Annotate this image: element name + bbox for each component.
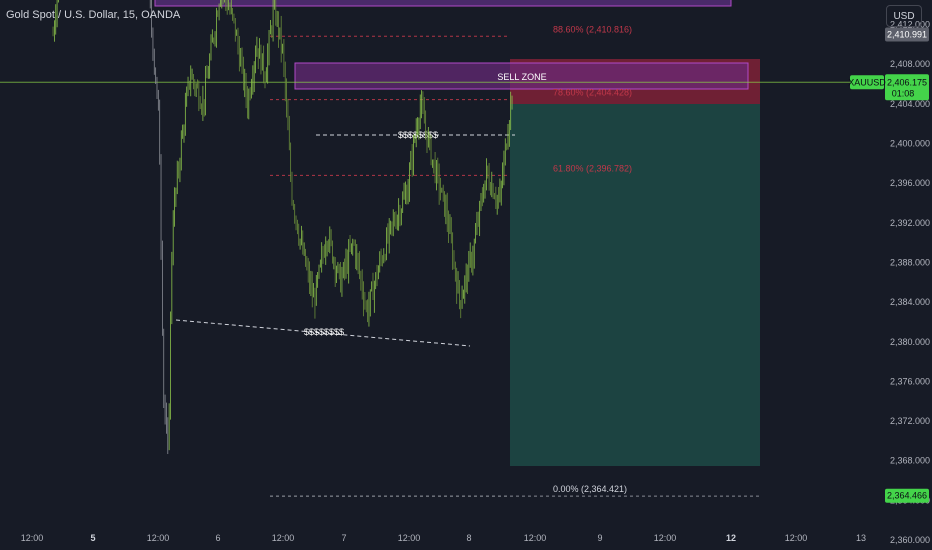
symbol-tag-label: XAUUSD (848, 77, 886, 87)
liquidity-line-bottom (175, 319, 471, 347)
x-tick-label: 12 (726, 533, 736, 543)
price-tag-label-2: 2,364.466 (887, 491, 927, 501)
x-tick-label: 12:00 (785, 533, 808, 543)
time-axis (0, 522, 884, 550)
y-tick-label: 2,388.000 (890, 257, 930, 267)
liquidity-label-top: $$$$$$$$ (398, 130, 438, 140)
symbol-tag (850, 75, 884, 90)
current-price-tag (885, 74, 929, 101)
price-tag-label-1: 2,410.991 (887, 30, 927, 40)
symbol-title: Gold Spot / U.S. Dollar, 15, OANDA (6, 9, 181, 21)
candles-group (52, 0, 513, 455)
y-tick-label: 2,392.000 (890, 218, 930, 228)
x-tick-label: 13 (856, 533, 866, 543)
y-tick-label: 2,372.000 (890, 416, 930, 426)
x-tick-label: 7 (341, 533, 346, 543)
x-tick-label: 12:00 (147, 533, 170, 543)
y-tick-label: 2,396.000 (890, 178, 930, 188)
x-tick-label: 6 (215, 533, 220, 543)
price-tag-1 (885, 27, 929, 42)
fib-label-1: 88.60% (2,410.816) (553, 24, 632, 34)
current-price-label: 2,406.175 (887, 77, 927, 87)
fib-label-4: 0.00% (2,364.421) (553, 484, 627, 494)
y-tick-label: 2,368.000 (890, 456, 930, 466)
top-zone-bar (154, 0, 732, 7)
liquidity-label-bottom: $$$$$$$$ (304, 327, 344, 337)
y-tick-label: 2,408.000 (890, 59, 930, 69)
sell-zone-label: SELL ZONE (497, 72, 546, 82)
y-tick-label: 2,360.000 (890, 535, 930, 545)
y-tick-label: 2,400.000 (890, 139, 930, 149)
x-tick-label: 12:00 (21, 533, 44, 543)
x-tick-label: 12:00 (398, 533, 421, 543)
x-tick-label: 12:00 (272, 533, 295, 543)
x-tick-label: 12:00 (654, 533, 677, 543)
currency-button[interactable]: USD (886, 5, 922, 27)
countdown-label: 01:08 (892, 88, 915, 98)
y-tick-label: 2,384.000 (890, 297, 930, 307)
x-tick-label: 5 (90, 533, 95, 543)
x-tick-label: 9 (597, 533, 602, 543)
y-tick-label: 2,376.000 (890, 376, 930, 386)
price-tag-2 (885, 488, 929, 503)
sell-zone-box (294, 62, 749, 90)
y-tick-label: 2,380.000 (890, 337, 930, 347)
y-tick-label: 2,412.000 (890, 20, 930, 30)
x-tick-label: 12:00 (524, 533, 547, 543)
target-zone (510, 104, 760, 466)
fib-label-2: 78.60% (2,404.428) (553, 88, 632, 98)
y-tick-label: 2,404.000 (890, 99, 930, 109)
fib-label-3: 61.80% (2,396.782) (553, 163, 632, 173)
x-tick-label: 8 (466, 533, 471, 543)
